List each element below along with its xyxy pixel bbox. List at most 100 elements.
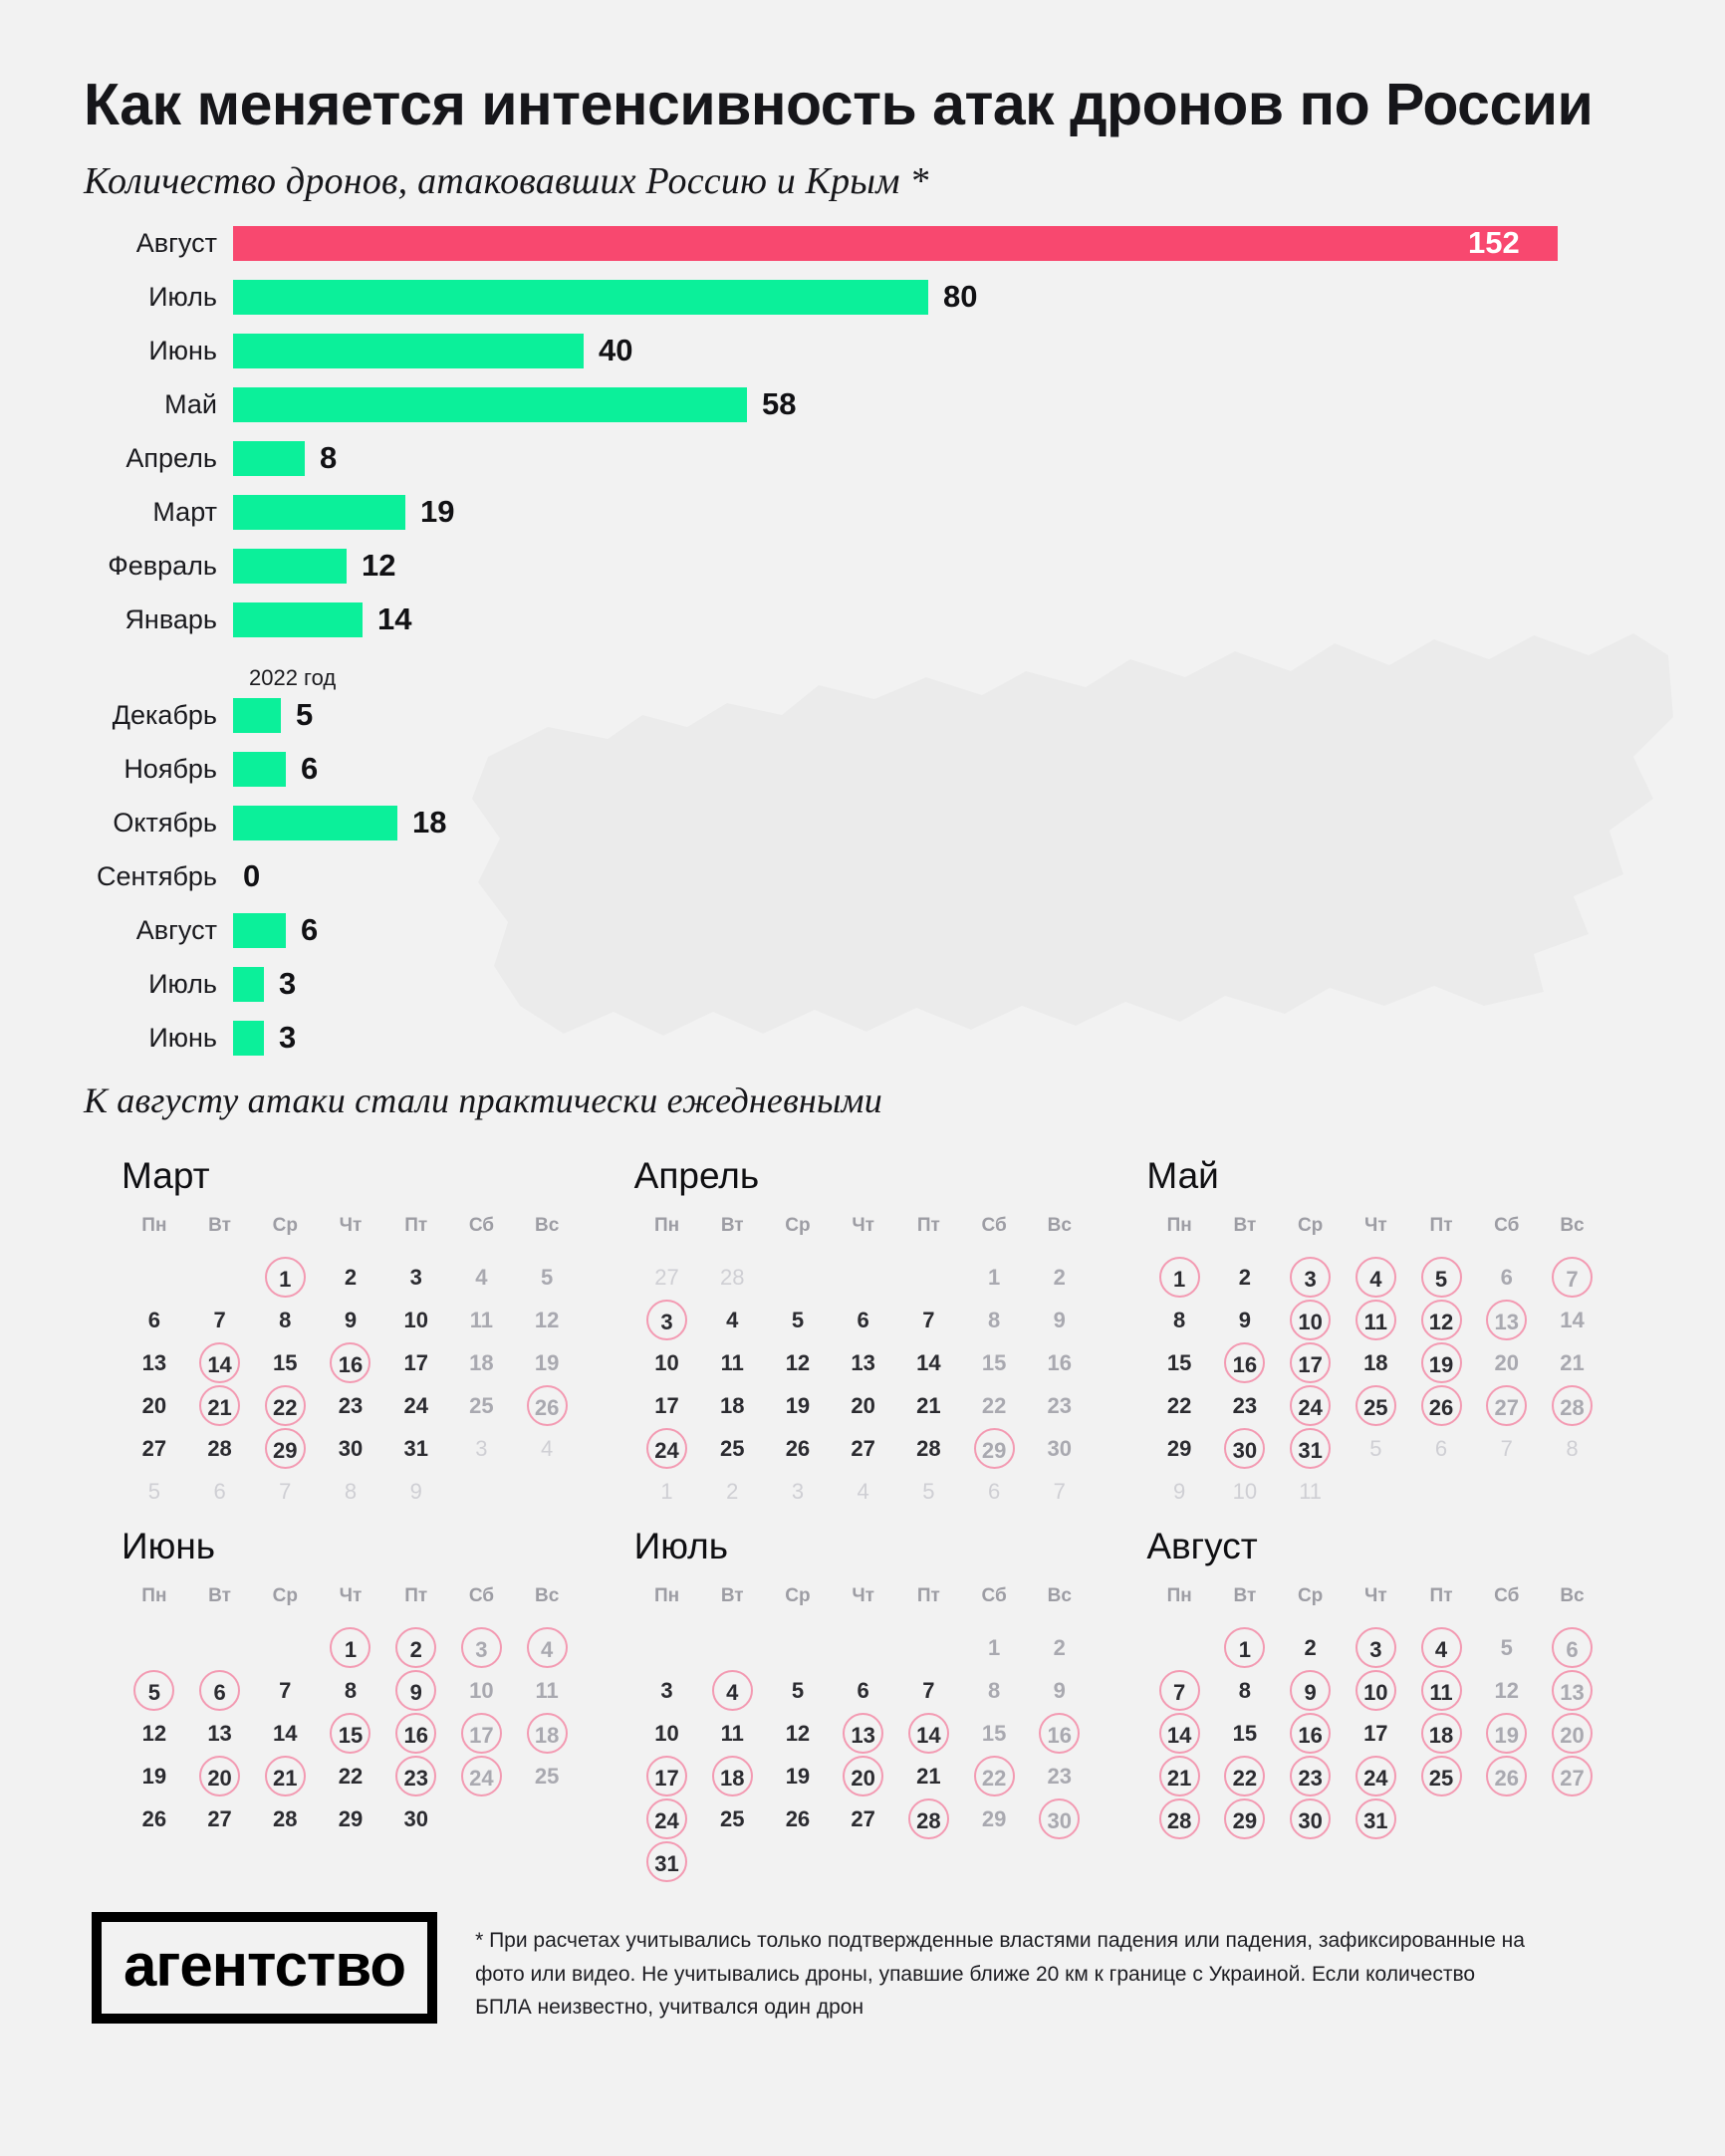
- calendar-day[interactable]: 28: [916, 1436, 941, 1462]
- calendar-day[interactable]: 30: [1290, 1798, 1332, 1840]
- calendar-day[interactable]: 29: [1224, 1798, 1266, 1840]
- calendar-day[interactable]: 11: [1420, 1670, 1462, 1712]
- calendar-day[interactable]: 9: [395, 1670, 437, 1712]
- calendar-day[interactable]: 9: [1290, 1670, 1332, 1712]
- calendar-day[interactable]: 19: [1420, 1342, 1462, 1384]
- calendar-day[interactable]: 11: [1299, 1479, 1323, 1505]
- calendar-day[interactable]: 8: [344, 1678, 358, 1704]
- calendar-day[interactable]: 6: [857, 1308, 869, 1333]
- calendar-day[interactable]: 27: [654, 1265, 679, 1291]
- calendar-day[interactable]: 26: [1420, 1385, 1462, 1427]
- calendar-day[interactable]: 7: [1053, 1479, 1066, 1505]
- calendar-day[interactable]: 13: [1486, 1300, 1528, 1341]
- calendar-day[interactable]: 8: [1566, 1436, 1579, 1462]
- calendar-day[interactable]: [908, 1257, 949, 1298]
- calendar-day[interactable]: 27: [1486, 1385, 1528, 1427]
- calendar-day[interactable]: 16: [1039, 1713, 1081, 1755]
- calendar-day[interactable]: 2: [1304, 1635, 1317, 1661]
- calendar-day[interactable]: 20: [141, 1393, 167, 1419]
- calendar-day[interactable]: 1: [1224, 1627, 1266, 1669]
- calendar-day[interactable]: 5: [1500, 1635, 1513, 1661]
- calendar-day[interactable]: 7: [1500, 1436, 1513, 1462]
- calendar-day[interactable]: 13: [1551, 1670, 1593, 1712]
- calendar-day[interactable]: 27: [851, 1806, 875, 1832]
- calendar-day[interactable]: 29: [1166, 1436, 1192, 1462]
- calendar-day[interactable]: 20: [199, 1756, 241, 1797]
- calendar-day[interactable]: 1: [1158, 1257, 1200, 1299]
- calendar-day[interactable]: 24: [1355, 1756, 1396, 1797]
- calendar-day[interactable]: 21: [1560, 1350, 1585, 1376]
- calendar-day[interactable]: 19: [1486, 1713, 1528, 1755]
- calendar-day[interactable]: 5: [922, 1479, 935, 1505]
- calendar-day[interactable]: 18: [711, 1756, 753, 1797]
- calendar-day[interactable]: 29: [264, 1428, 306, 1470]
- calendar-day[interactable]: 28: [719, 1265, 745, 1291]
- calendar-day[interactable]: 5: [147, 1479, 160, 1505]
- calendar-day[interactable]: 15: [1232, 1721, 1258, 1747]
- calendar-day[interactable]: [199, 1257, 240, 1298]
- calendar-day[interactable]: 12: [141, 1721, 167, 1747]
- calendar-day[interactable]: 17: [646, 1756, 687, 1797]
- calendar-day[interactable]: 20: [1551, 1713, 1593, 1755]
- calendar-day[interactable]: [133, 1627, 174, 1668]
- calendar-day[interactable]: 24: [646, 1798, 687, 1840]
- calendar-day[interactable]: 7: [1551, 1257, 1593, 1299]
- calendar-day[interactable]: 4: [1355, 1257, 1396, 1299]
- calendar-day[interactable]: 6: [1434, 1436, 1448, 1462]
- calendar-day[interactable]: 2: [395, 1627, 437, 1669]
- calendar-day[interactable]: 6: [987, 1479, 1001, 1505]
- calendar-day[interactable]: [843, 1627, 883, 1668]
- calendar-day[interactable]: 27: [141, 1436, 167, 1462]
- calendar-day[interactable]: 15: [273, 1350, 298, 1376]
- calendar-day[interactable]: 27: [207, 1806, 232, 1832]
- calendar-day[interactable]: 10: [654, 1350, 679, 1376]
- calendar-day[interactable]: 10: [654, 1721, 679, 1747]
- calendar-day[interactable]: 12: [1420, 1300, 1462, 1341]
- calendar-day[interactable]: 1: [660, 1479, 673, 1505]
- calendar-day[interactable]: 5: [791, 1308, 805, 1333]
- calendar-day[interactable]: 24: [1290, 1385, 1332, 1427]
- calendar-day[interactable]: 8: [987, 1308, 1001, 1333]
- calendar-day[interactable]: 7: [922, 1678, 935, 1704]
- calendar-day[interactable]: 5: [791, 1678, 805, 1704]
- calendar-day[interactable]: [777, 1257, 818, 1298]
- calendar-day[interactable]: 22: [1166, 1393, 1192, 1419]
- calendar-day[interactable]: [777, 1627, 818, 1668]
- calendar-day[interactable]: 1: [987, 1265, 1001, 1291]
- calendar-day[interactable]: 16: [1290, 1713, 1332, 1755]
- calendar-day[interactable]: 1: [987, 1635, 1001, 1661]
- calendar-day[interactable]: 3: [1290, 1257, 1332, 1299]
- calendar-day[interactable]: 20: [843, 1756, 884, 1797]
- calendar-day[interactable]: 18: [719, 1393, 745, 1419]
- calendar-day[interactable]: 14: [199, 1342, 241, 1384]
- calendar-day[interactable]: 17: [460, 1713, 502, 1755]
- calendar-day[interactable]: 10: [469, 1678, 494, 1704]
- calendar-day[interactable]: 25: [534, 1764, 560, 1790]
- calendar-day[interactable]: 23: [1232, 1393, 1258, 1419]
- calendar-day[interactable]: 9: [1053, 1678, 1066, 1704]
- calendar-day[interactable]: 3: [1355, 1627, 1396, 1669]
- calendar-day[interactable]: 4: [711, 1670, 753, 1712]
- calendar-day[interactable]: 14: [1158, 1713, 1200, 1755]
- calendar-day[interactable]: 3: [791, 1479, 805, 1505]
- calendar-day[interactable]: 26: [785, 1436, 811, 1462]
- calendar-day[interactable]: 16: [1224, 1342, 1266, 1384]
- calendar-day[interactable]: 19: [141, 1764, 167, 1790]
- calendar-day[interactable]: 2: [726, 1479, 739, 1505]
- calendar-day[interactable]: 3: [646, 1300, 687, 1341]
- calendar-day[interactable]: 18: [1420, 1713, 1462, 1755]
- calendar-day[interactable]: 8: [279, 1308, 292, 1333]
- calendar-day[interactable]: 26: [1486, 1756, 1528, 1797]
- calendar-day[interactable]: 8: [1173, 1308, 1186, 1333]
- calendar-day[interactable]: 6: [857, 1678, 869, 1704]
- calendar-day[interactable]: 15: [981, 1721, 1007, 1747]
- calendar-day[interactable]: 23: [395, 1756, 437, 1797]
- calendar-day[interactable]: [908, 1627, 949, 1668]
- calendar-day[interactable]: 24: [460, 1756, 502, 1797]
- calendar-day[interactable]: 25: [1355, 1385, 1396, 1427]
- calendar-day[interactable]: 26: [785, 1806, 811, 1832]
- calendar-day[interactable]: 21: [1158, 1756, 1200, 1797]
- calendar-day[interactable]: 9: [1053, 1308, 1066, 1333]
- calendar-day[interactable]: 6: [199, 1670, 241, 1712]
- calendar-day[interactable]: 20: [1494, 1350, 1519, 1376]
